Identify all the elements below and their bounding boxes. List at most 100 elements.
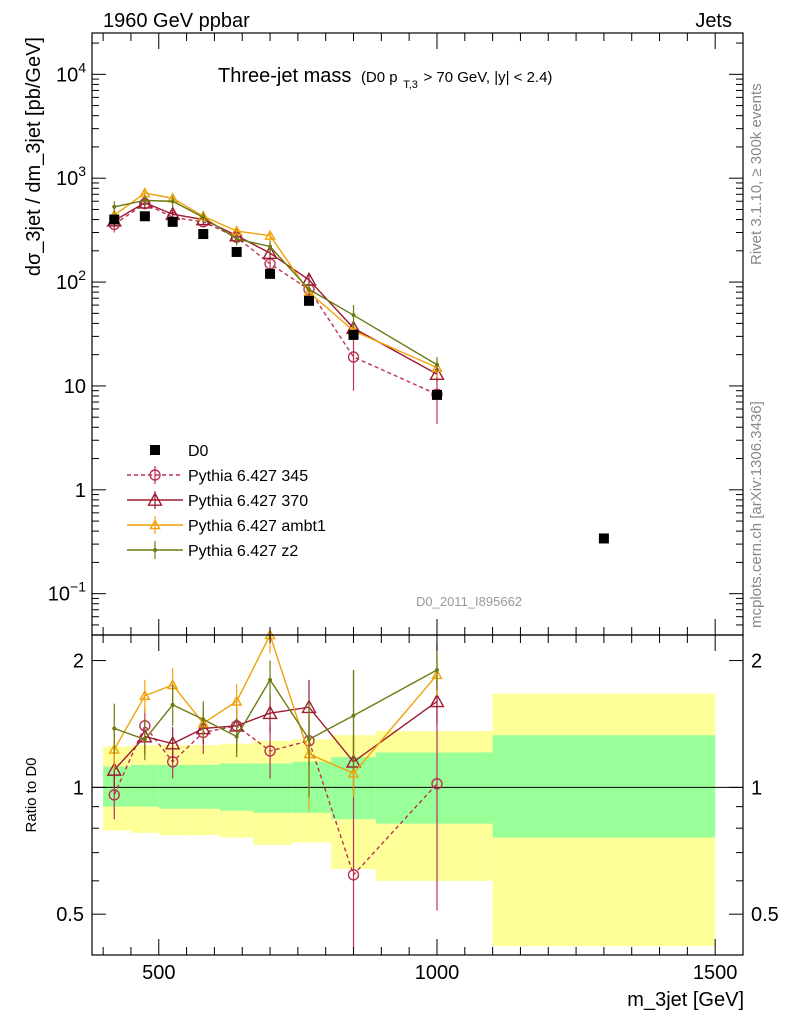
triangle-marker <box>147 492 163 506</box>
triangle-marker <box>149 519 161 530</box>
ratio-y-axis-label: Ratio to D0 <box>23 757 40 832</box>
y-tick-label: 10−1 <box>48 579 86 606</box>
triangle-marker <box>347 767 360 778</box>
ratio-y-tick-label-right: 0.5 <box>751 904 779 926</box>
ratio-band-green <box>130 765 159 807</box>
dot-marker <box>307 737 311 742</box>
upper-series-layer <box>106 187 609 544</box>
ratio-bands-layer <box>92 693 743 947</box>
triangle-marker <box>137 194 153 209</box>
square-marker <box>139 211 150 222</box>
circle-marker <box>149 469 161 481</box>
square-marker <box>348 329 359 340</box>
ratio-y-tick-label: 0.5 <box>56 904 84 926</box>
series-line-0 <box>113 202 438 395</box>
triangle-marker <box>429 693 445 708</box>
series-line-3 <box>114 199 438 366</box>
triangle-marker <box>429 366 445 380</box>
ratio-band-green <box>186 765 220 809</box>
y-tick-label-base: 10 <box>56 168 78 190</box>
x-tick-label: 500 <box>142 962 175 984</box>
dot-marker <box>153 548 157 552</box>
ratio-plot-frame <box>91 634 744 956</box>
square-marker <box>231 246 242 257</box>
dot-marker <box>307 287 311 292</box>
dot-marker <box>434 362 439 367</box>
y-tick-label-exp: 2 <box>78 267 86 283</box>
circle-marker <box>347 351 360 363</box>
legend-label: Pythia 6.427 370 <box>188 493 308 510</box>
x-axis-label: m_3jet [GeV] <box>627 989 744 1011</box>
y-tick-label-base: 10 <box>64 376 86 398</box>
y-tick-label: 10 <box>64 376 86 398</box>
dot-marker <box>434 667 439 672</box>
y-tick-label: 103 <box>56 163 86 190</box>
y-tick-label-base: 10 <box>56 64 78 86</box>
legend-label: Pythia 6.427 ambt1 <box>188 518 326 535</box>
series-line-2 <box>113 192 438 369</box>
dot-marker <box>170 702 175 707</box>
ratio-y-tick-label-right: 1 <box>751 777 762 799</box>
circle-marker <box>347 869 360 881</box>
square-marker <box>431 389 442 400</box>
y-tick-label-exp: −1 <box>70 579 86 595</box>
square-marker <box>598 533 609 544</box>
square-marker <box>109 214 120 225</box>
mcplots-side-label: mcplots.cern.ch [arXiv:1306.3436] <box>748 401 765 628</box>
triangle-marker <box>139 689 151 701</box>
watermark-label: D0_2011_I895662 <box>416 594 522 609</box>
y-tick-label-base: 1 <box>75 480 86 502</box>
dot-marker <box>170 199 175 204</box>
y-tick-label-base: 10 <box>48 584 70 606</box>
chart-title: Three-jet mass (D0 p T,3 > 70 GeV, |y| <… <box>218 65 552 93</box>
y-tick-label: 1 <box>75 480 86 502</box>
ratio-y-tick-label: 2 <box>73 651 84 673</box>
y-tick-label: 104 <box>56 59 86 86</box>
y-tick-label: 102 <box>56 267 86 294</box>
ratio-band-green <box>492 735 716 838</box>
triangle-marker <box>164 735 181 750</box>
circle-marker <box>431 778 443 790</box>
square-marker <box>304 295 314 306</box>
square-marker <box>167 216 178 227</box>
y-tick-label-exp: 3 <box>78 163 86 179</box>
dot-marker <box>268 677 273 682</box>
square-marker <box>265 268 276 279</box>
rivet-side-label: Rivet 3.1.10, ≥ 300k events <box>748 83 765 265</box>
triangle-marker <box>264 229 276 240</box>
triangle-marker <box>230 695 243 706</box>
dot-marker <box>268 244 273 249</box>
dot-marker <box>201 215 206 220</box>
x-tick-label: 1000 <box>415 962 460 984</box>
dot-marker <box>142 198 147 203</box>
y-tick-label-base: 10 <box>56 272 78 294</box>
square-marker <box>198 229 209 240</box>
ratio-y-tick-label: 1 <box>73 777 84 799</box>
legend-label: Pythia 6.427 345 <box>188 468 308 485</box>
dot-marker <box>142 737 147 742</box>
legend: D0 Pythia 6.427 345 Pythia 6.427 370 Pythia… <box>127 443 326 560</box>
dot-marker <box>112 726 117 731</box>
y-tick-label-exp: 4 <box>78 59 86 75</box>
square-marker <box>150 445 160 455</box>
circle-marker <box>264 745 276 757</box>
triangle-marker <box>262 245 278 260</box>
dot-marker <box>351 713 356 718</box>
triangle-marker <box>106 761 122 776</box>
triangle-marker <box>262 705 278 720</box>
ratio-band-green <box>103 766 131 807</box>
chart-title-post: > 70 GeV, |y| < 2.4) <box>423 69 552 86</box>
legend-label: D0 <box>188 443 209 460</box>
series-line-1 <box>113 201 438 375</box>
dot-marker <box>234 236 239 241</box>
dot-marker <box>112 204 117 209</box>
chart-title-main: Three-jet mass <box>218 65 351 87</box>
dot-marker <box>234 734 239 739</box>
y-axis-label: dσ_3jet / dm_3jet [pb/GeV] <box>23 37 45 276</box>
dot-marker <box>201 717 206 722</box>
chart-title-sub: T,3 <box>403 79 418 91</box>
chart-title-pre: (D0 p <box>361 69 398 86</box>
ratio-line-3 <box>114 669 438 741</box>
